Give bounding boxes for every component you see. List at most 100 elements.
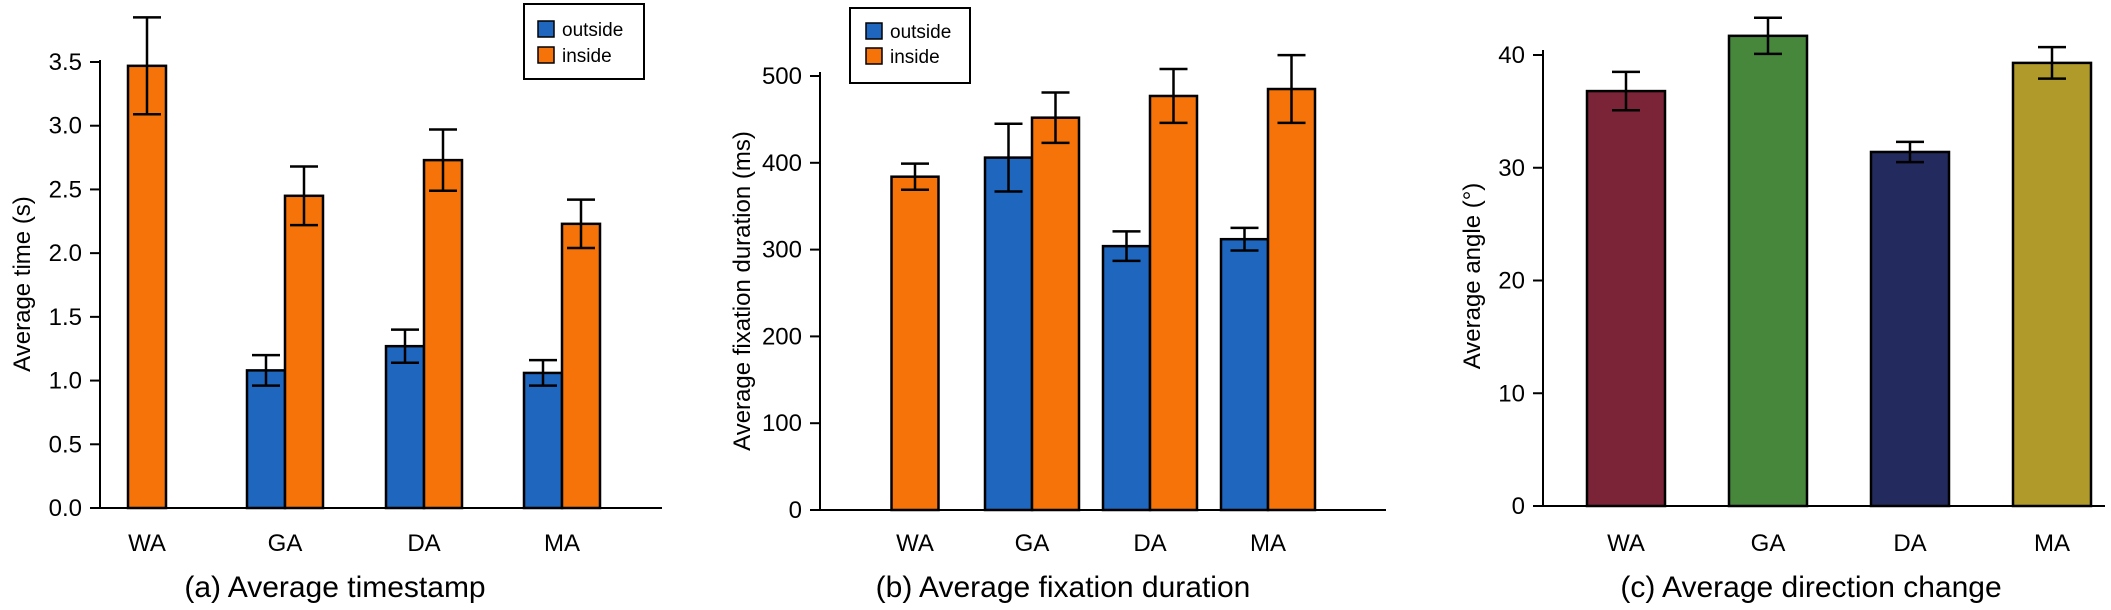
bar-outside [1101,244,1152,512]
error-bar [1112,230,1141,263]
error-bar [2038,45,2066,80]
bar-inside [1148,94,1199,512]
bar-inside [283,194,325,510]
bar-outside [1219,237,1270,512]
legend-label-outside-a: outside [562,20,623,41]
caption-b: (b) Average fixation duration [876,571,1251,604]
error-bar [1230,226,1259,252]
y-tick-label: 3.0 [49,113,82,140]
y-ticks-c: 0 10 20 30 40 [1498,42,1543,520]
y-tick-label: 0 [789,497,802,524]
error-bar [994,122,1023,193]
y-tick-label: 2.0 [49,240,82,267]
y-tick-label: 3.5 [49,49,82,76]
y-tick-label: 300 [762,237,802,264]
y-tick-label: 0.5 [49,431,82,458]
x-tick-label: GA [1751,530,1786,557]
bar-wa [1585,89,1667,508]
x-tick-label: WA [896,530,934,557]
error-bar [529,358,557,387]
x-ticks-b: WA GA DA MA [896,530,1286,557]
y-tick-label: 10 [1498,380,1525,407]
legend-swatch-outside-b [865,22,883,40]
x-tick-label: MA [1250,530,1286,557]
y-ticks-b: 0 100 200 300 400 500 [762,63,820,524]
error-bar [1754,16,1782,56]
error-bar [1159,67,1188,125]
x-tick-label: DA [407,530,440,557]
bar-outside [384,344,426,510]
legend-swatch-inside-a [537,46,555,64]
bar-inside [1030,116,1081,512]
error-bar [567,198,595,250]
error-bar [1277,53,1306,125]
panel-average-timestamp: 0.0 0.5 1.0 1.5 2.0 2.5 3.0 3.5 WA GA DA MA Averag… [9,3,662,604]
error-bar [391,328,419,364]
y-axis-label-c: Average angle (°) [1459,183,1486,370]
legend-swatch-inside-b [865,47,883,65]
error-bars-b [901,53,1306,263]
error-bar [290,165,318,227]
x-tick-label: WA [128,530,166,557]
panel-average-fixation-duration: 0 100 200 300 400 500 WA GA DA MA Average fixati… [729,7,1386,604]
bars-c [1585,34,2093,508]
legend-a: outside inside [523,3,645,80]
bar-outside [983,156,1034,512]
error-bars-c [1612,16,2066,164]
error-bar [1612,70,1640,112]
error-bar [133,16,161,116]
bar-inside [560,222,602,510]
y-tick-label: 100 [762,410,802,437]
x-tick-label: WA [1607,530,1645,557]
error-bar [901,162,929,191]
error-bars-a [133,16,595,387]
bar-inside [126,64,168,510]
legend-frame-a [523,3,645,80]
legend-b: outside inside [849,7,971,84]
x-tick-label: DA [1133,530,1166,557]
panel-average-direction-change: 0 10 20 30 40 WA GA DA MA Average angle (°) (c)… [1459,16,2105,604]
caption-c: (c) Average direction change [1620,571,2001,604]
y-tick-label: 30 [1498,155,1525,182]
bar-inside [1266,87,1317,512]
y-tick-label: 200 [762,323,802,350]
y-tick-label: 500 [762,63,802,90]
error-bar [252,353,280,387]
x-ticks-a: WA GA DA MA [128,530,580,557]
y-tick-label: 40 [1498,42,1525,69]
x-tick-label: MA [544,530,580,557]
legend-label-inside-a: inside [562,46,612,67]
y-tick-label: 400 [762,150,802,177]
y-axis-label-a: Average time (s) [9,196,36,372]
bars-a [126,64,602,510]
legend-label-outside-b: outside [890,22,951,43]
error-bar [429,128,457,192]
y-axis-label-b: Average fixation duration (ms) [729,131,756,451]
legend-swatch-outside-a [537,20,555,38]
y-tick-label: 1.5 [49,304,82,331]
bar-ma [2011,61,2093,508]
error-bar [1896,140,1924,164]
caption-a: (a) Average timestamp [184,571,485,604]
bar-outside [522,371,564,510]
bar-ga [1727,34,1809,508]
bar-da [1869,150,1951,508]
y-tick-label: 20 [1498,268,1525,295]
y-tick-label: 0.0 [49,495,82,522]
error-bar [1041,91,1070,145]
x-tick-label: GA [268,530,303,557]
x-tick-label: GA [1015,530,1050,557]
legend-label-inside-b: inside [890,47,940,68]
y-tick-label: 1.0 [49,368,82,395]
bars-b [890,87,1317,512]
bar-inside [890,175,940,512]
y-tick-label: 0 [1512,493,1525,520]
y-tick-label: 2.5 [49,176,82,203]
y-ticks-a: 0.0 0.5 1.0 1.5 2.0 2.5 3.0 3.5 [49,49,100,522]
bar-outside [245,369,287,510]
x-tick-label: DA [1893,530,1926,557]
x-tick-label: MA [2034,530,2070,557]
bar-inside [422,158,464,510]
legend-frame-b [849,7,971,84]
